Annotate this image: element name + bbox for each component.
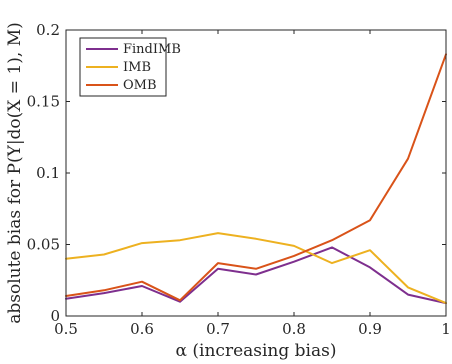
- x-tick-label: 0.6: [130, 320, 154, 338]
- legend-items: FindIMB IMB OMB: [86, 42, 181, 93]
- y-tick-label: 0.15: [27, 93, 60, 111]
- series-line-imb: [65, 232, 447, 305]
- legend-label-omb: OMB: [123, 78, 157, 93]
- y-tick-label: 0: [50, 307, 60, 325]
- legend-box: [79, 37, 167, 97]
- series-line-omb: [65, 53, 447, 302]
- y-axis-label: absolute bias for P(Y|do(X = 1), M): [5, 22, 25, 324]
- y-tick-label: 0.1: [36, 164, 60, 182]
- plot-area: 0.5 0.6 0.7 0.8 0.9 1 0 0.05 0.1 0.15 0.2: [27, 21, 451, 338]
- series-layer: [65, 53, 447, 305]
- x-axis-label: α (increasing bias): [176, 341, 337, 361]
- legend-label-findimb: FindIMB: [123, 42, 181, 57]
- x-tick-label: 0.9: [358, 320, 382, 338]
- series-line-findimb: [65, 246, 447, 305]
- x-tick-label: 0.5: [54, 320, 78, 338]
- y-tick-label: 0.05: [27, 236, 60, 254]
- x-tick-label: 0.8: [282, 320, 306, 338]
- ticks-layer: 0.5 0.6 0.7 0.8 0.9 1 0 0.05 0.1 0.15 0.2: [27, 21, 451, 338]
- x-tick-label: 0.7: [206, 320, 230, 338]
- legend-label-imb: IMB: [123, 60, 151, 75]
- y-tick-label: 0.2: [36, 21, 60, 39]
- legend: FindIMB IMB OMB: [79, 37, 181, 97]
- x-tick-label: 1: [441, 320, 451, 338]
